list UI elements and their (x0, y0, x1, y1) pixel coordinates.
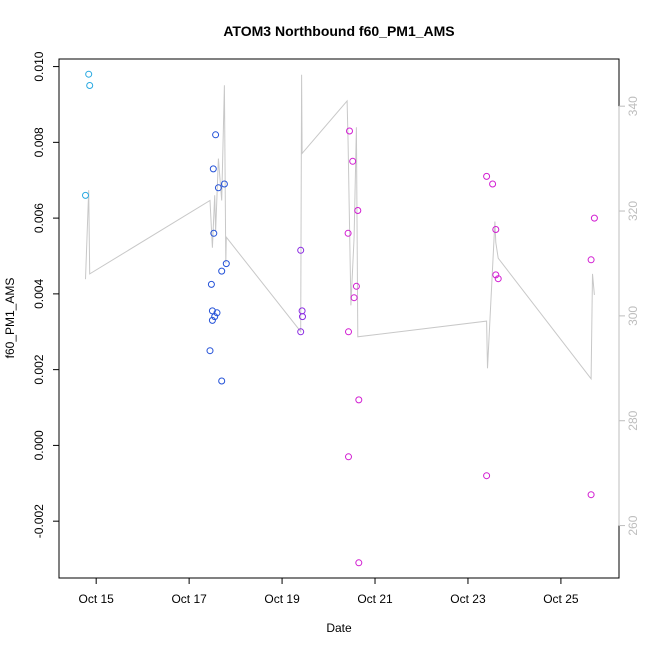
data-point (349, 157, 357, 165)
y-tick-label: 0.006 (32, 203, 46, 233)
data-point (299, 313, 306, 321)
data-point (587, 256, 595, 264)
x-tick-label: Oct 21 (357, 592, 393, 606)
y2-tick-label: 340 (626, 96, 640, 116)
data-point (297, 328, 305, 336)
data-point (218, 377, 226, 385)
data-point (207, 280, 215, 288)
plot-area-frame (58, 58, 620, 579)
data-point (211, 313, 219, 321)
data-point (214, 184, 222, 192)
scatter-points (82, 70, 598, 567)
y-tick-label: -0.002 (32, 504, 46, 538)
data-point (85, 70, 93, 78)
y-tick-label: 0.002 (32, 354, 46, 384)
y2-tick-label: 260 (626, 515, 640, 535)
y-axis-left: -0.002 0.000 0.002 0.004 0.006 0.008 0.010 (32, 51, 60, 538)
data-point (587, 491, 595, 499)
data-point (494, 275, 502, 283)
y2-tick-label: 300 (626, 306, 640, 326)
data-point (355, 559, 363, 567)
x-tick-label: Oct 23 (450, 592, 486, 606)
y-tick-label: 0.010 (32, 51, 46, 81)
data-point (354, 207, 362, 214)
y-tick-label: 0.004 (32, 279, 46, 309)
y2-tick-label: 320 (626, 201, 640, 221)
data-point (213, 309, 221, 317)
data-point (210, 229, 218, 237)
series-line (85, 74, 595, 381)
data-point (222, 260, 230, 268)
data-point (208, 307, 216, 315)
x-tick-label: Oct 15 (78, 592, 114, 606)
data-point (86, 82, 94, 89)
y-tick-label: 0.000 (32, 430, 46, 460)
y-tick-label: 0.008 (32, 127, 46, 157)
data-point (489, 180, 497, 188)
data-point (206, 347, 214, 355)
right-axis-series (85, 74, 595, 381)
y-axis-label: f60_PM1_AMS (3, 278, 17, 359)
data-point (82, 191, 89, 199)
data-point (297, 246, 305, 254)
x-tick-label: Oct 19 (264, 592, 300, 606)
data-point (346, 127, 353, 135)
x-tick-label: Oct 17 (171, 592, 207, 606)
x-tick-label: Oct 25 (543, 592, 579, 606)
data-point (345, 453, 352, 461)
y-axis-right: 260 280 300 320 340 (618, 96, 640, 536)
data-point (483, 172, 491, 180)
data-point (218, 267, 226, 275)
chart-title: ATOM3 Northbound f60_PM1_AMS (223, 23, 454, 39)
data-point (590, 214, 598, 222)
x-axis-label: Date (326, 621, 352, 635)
data-point (208, 316, 216, 324)
data-point (220, 180, 228, 188)
data-point (492, 226, 500, 233)
data-point (483, 472, 491, 480)
x-axis: Oct 15 Oct 17 Oct 19 Oct 21 Oct 23 Oct 25 (78, 577, 579, 606)
data-point (350, 294, 358, 302)
data-point (298, 307, 306, 315)
data-point (344, 229, 352, 237)
y2-tick-label: 280 (626, 410, 640, 430)
data-point (212, 131, 220, 139)
data-point (209, 165, 217, 173)
data-point (355, 396, 363, 404)
data-point (345, 328, 352, 336)
data-point (492, 271, 500, 279)
data-point (352, 282, 360, 290)
